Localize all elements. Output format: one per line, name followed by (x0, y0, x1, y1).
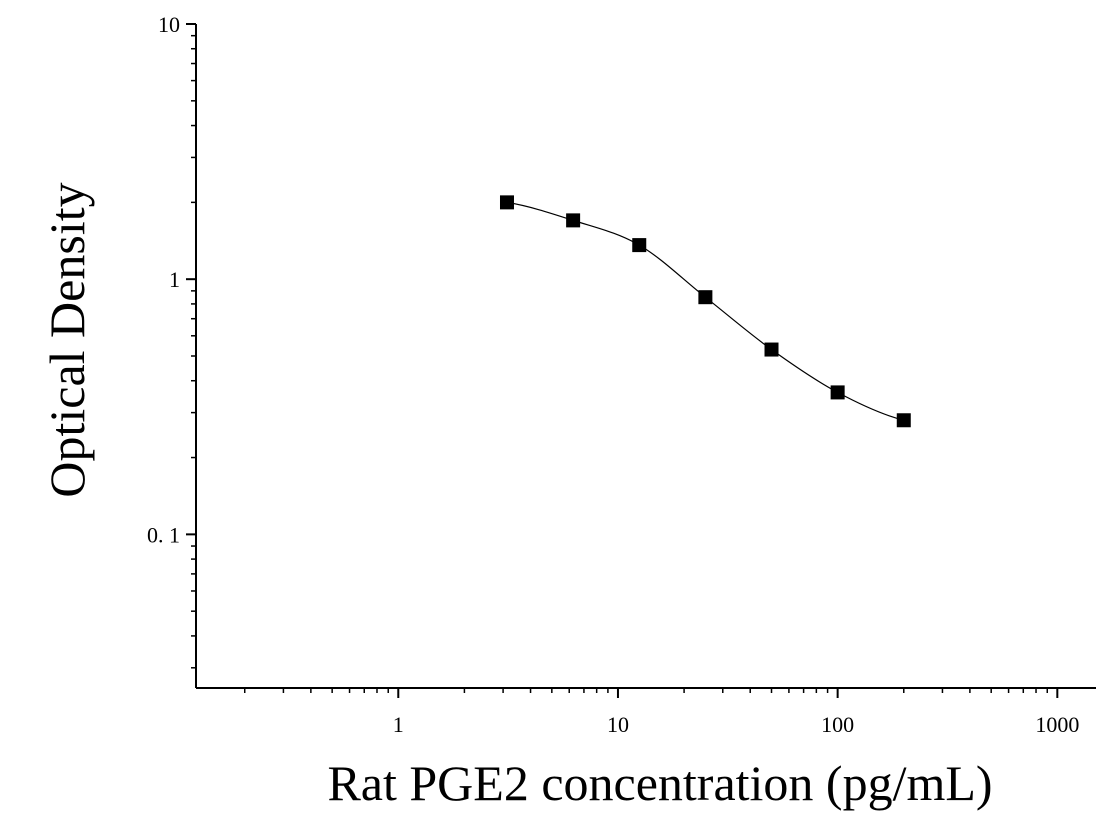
data-point (830, 385, 845, 400)
x-tick-label: 1 (393, 712, 404, 737)
y-axis-title: Optical Density (39, 182, 95, 497)
axes: 1 10 100 1000 0. 1 1 10 (147, 12, 1096, 737)
y-tick-label: 0. 1 (147, 522, 180, 547)
data-point (698, 290, 713, 305)
x-tick-label: 100 (821, 712, 854, 737)
data-point (499, 195, 514, 210)
y-tick-label: 10 (158, 12, 180, 37)
x-tick-label: 10 (607, 712, 629, 737)
data-point (566, 213, 581, 228)
data-points (499, 195, 911, 428)
x-axis-title: Rat PGE2 concentration (pg/mL) (327, 755, 992, 811)
y-tick-label: 1 (169, 267, 180, 292)
data-point (764, 342, 779, 357)
x-tick-label: 1000 (1035, 712, 1079, 737)
data-point (896, 413, 911, 428)
data-point (632, 238, 647, 253)
